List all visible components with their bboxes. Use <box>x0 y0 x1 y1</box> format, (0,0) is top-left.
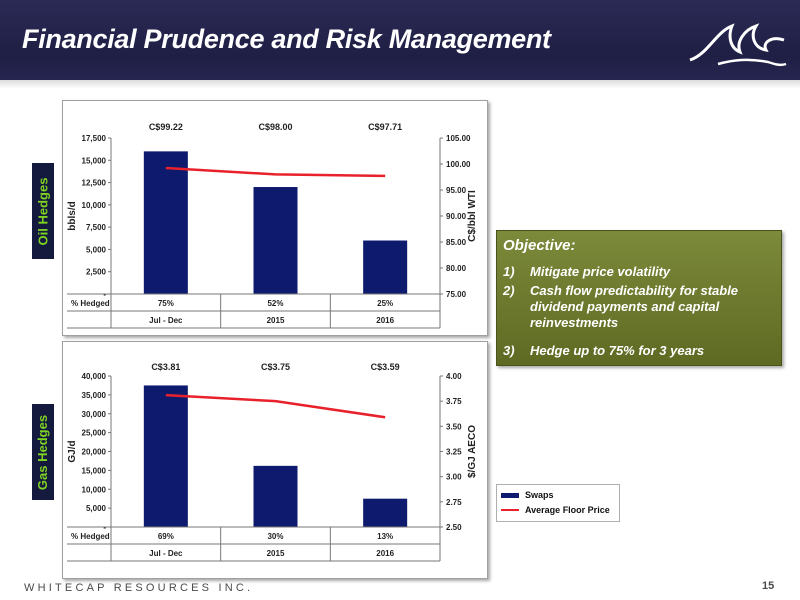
gas-right-tick-label: 2.50 <box>446 523 462 532</box>
wave-logo-icon <box>689 23 787 67</box>
oil-chart-svg: -2,5005,0007,50010,00012,50015,00017,500… <box>67 122 478 329</box>
objective-item-text: Cash flow predictability for stable divi… <box>530 283 739 330</box>
gas-right-tick-label: 3.25 <box>446 448 462 457</box>
gas-left-tick-label: 20,000 <box>82 448 107 457</box>
legend-swatch-line <box>501 509 519 511</box>
legend-item-floor-price: Average Floor Price <box>501 504 610 516</box>
gas-y-axis-title: GJ/d <box>67 440 78 462</box>
legend-swatch-bar <box>501 492 519 498</box>
oil-right-tick-label: 90.00 <box>446 212 467 221</box>
legend-label: Average Floor Price <box>525 505 610 515</box>
gas-pct-hedged: 13% <box>377 532 393 541</box>
gas-right-tick-label: 4.00 <box>446 372 462 381</box>
oil-right-tick-label: 100.00 <box>446 160 471 169</box>
oil-hedges-tab: Oil Hedges <box>32 163 54 259</box>
gas-right-tick-label: 3.00 <box>446 473 462 482</box>
gas-price-label: C$3.59 <box>371 362 400 372</box>
oil-hedges-chart: -2,5005,0007,50010,00012,50015,00017,500… <box>62 100 488 336</box>
oil-left-tick-label: 15,000 <box>82 156 107 165</box>
oil-left-tick-label: 17,500 <box>82 134 107 143</box>
oil-right-tick-label: 105.00 <box>446 134 471 143</box>
oil-row-label: % Hedged <box>71 299 110 308</box>
gas-price-label: C$3.81 <box>151 362 180 372</box>
gas-bar <box>253 465 298 527</box>
gas-left-tick-label: 5,000 <box>86 504 107 513</box>
objective-title: Objective: <box>503 237 576 254</box>
gas-left-tick-label: 25,000 <box>82 429 107 438</box>
gas-floor-price-line <box>165 393 386 419</box>
oil-left-tick-label: 2,500 <box>86 268 107 277</box>
footer-company-name: WHITECAP RESOURCES INC. <box>24 582 254 594</box>
page-title: Financial Prudence and Risk Management <box>22 24 551 54</box>
gas-left-tick-label: 15,000 <box>82 466 107 475</box>
gas-category-label: 2015 <box>267 549 285 558</box>
oil-hedges-label: Oil Hedges <box>35 177 51 245</box>
objective-item-text: Hedge up to 75% for 3 years <box>530 343 705 358</box>
oil-category-label: Jul - Dec <box>149 316 183 325</box>
gas-category-label: 2016 <box>376 549 394 558</box>
gas-right-tick-label: 2.75 <box>446 498 462 507</box>
oil-y-axis-title: bbls/d <box>67 201 78 230</box>
gas-bar <box>363 498 408 527</box>
oil-right-tick-label: 95.00 <box>446 186 467 195</box>
oil-pct-hedged: 52% <box>267 299 283 308</box>
gas-left-tick-label: 30,000 <box>82 410 107 419</box>
oil-category-label: 2015 <box>267 316 285 325</box>
chart-legend: Swaps Average Floor Price <box>496 484 620 522</box>
oil-left-tick-label: 5,000 <box>86 245 107 254</box>
legend-label: Swaps <box>525 490 554 500</box>
gas-hedges-label: Gas Hedges <box>35 414 51 490</box>
page-number: 15 <box>762 580 775 592</box>
oil-left-tick-label: 12,500 <box>82 179 107 188</box>
gas-left-tick-label: 35,000 <box>82 391 107 400</box>
objective-item-text: Mitigate price volatility <box>530 264 671 279</box>
oil-category-label: 2016 <box>376 316 394 325</box>
oil-left-tick-label: 7,500 <box>86 223 107 232</box>
oil-pct-hedged: 25% <box>377 299 393 308</box>
gas-left-tick-label: 10,000 <box>82 485 107 494</box>
oil-price-label: C$97.71 <box>368 122 402 132</box>
gas-y2-axis-title: $/GJ AECO <box>467 425 478 478</box>
objective-item-number: 3) <box>503 343 515 358</box>
gas-hedges-chart: -5,00010,00015,00020,00025,00030,00035,0… <box>62 341 488 579</box>
gas-hedges-tab: Gas Hedges <box>32 404 54 500</box>
objective-box: Objective: 1) Mitigate price volatility … <box>496 230 782 366</box>
oil-right-tick-label: 80.00 <box>446 264 467 273</box>
oil-floor-price-line <box>165 166 386 178</box>
gas-pct-hedged: 30% <box>267 532 283 541</box>
gas-price-label: C$3.75 <box>261 362 290 372</box>
oil-bar <box>253 187 298 294</box>
gas-row-label: % Hedged <box>71 532 110 541</box>
oil-price-label: C$98.00 <box>258 122 292 132</box>
oil-bar <box>143 151 188 294</box>
header-bar: Financial Prudence and Risk Management <box>0 0 800 80</box>
gas-right-tick-label: 3.50 <box>446 422 462 431</box>
oil-right-tick-label: 75.00 <box>446 290 467 299</box>
gas-category-label: Jul - Dec <box>149 549 183 558</box>
oil-pct-hedged: 75% <box>158 299 174 308</box>
oil-y2-axis-title: C$/bbl WTI <box>467 190 478 242</box>
objective-item-number: 2) <box>503 283 515 298</box>
objective-item-number: 1) <box>503 264 515 279</box>
gas-left-tick-label: 40,000 <box>82 372 107 381</box>
gas-right-tick-label: 3.75 <box>446 397 462 406</box>
gas-bar <box>143 385 188 527</box>
gas-chart-svg: -5,00010,00015,00020,00025,00030,00035,0… <box>67 362 478 562</box>
oil-left-tick-label: 10,000 <box>82 201 107 210</box>
oil-right-tick-label: 85.00 <box>446 238 467 247</box>
oil-bar <box>363 240 408 294</box>
legend-item-swaps: Swaps <box>501 489 554 501</box>
oil-price-label: C$99.22 <box>149 122 183 132</box>
gas-pct-hedged: 69% <box>158 532 174 541</box>
header-band <box>0 80 800 89</box>
